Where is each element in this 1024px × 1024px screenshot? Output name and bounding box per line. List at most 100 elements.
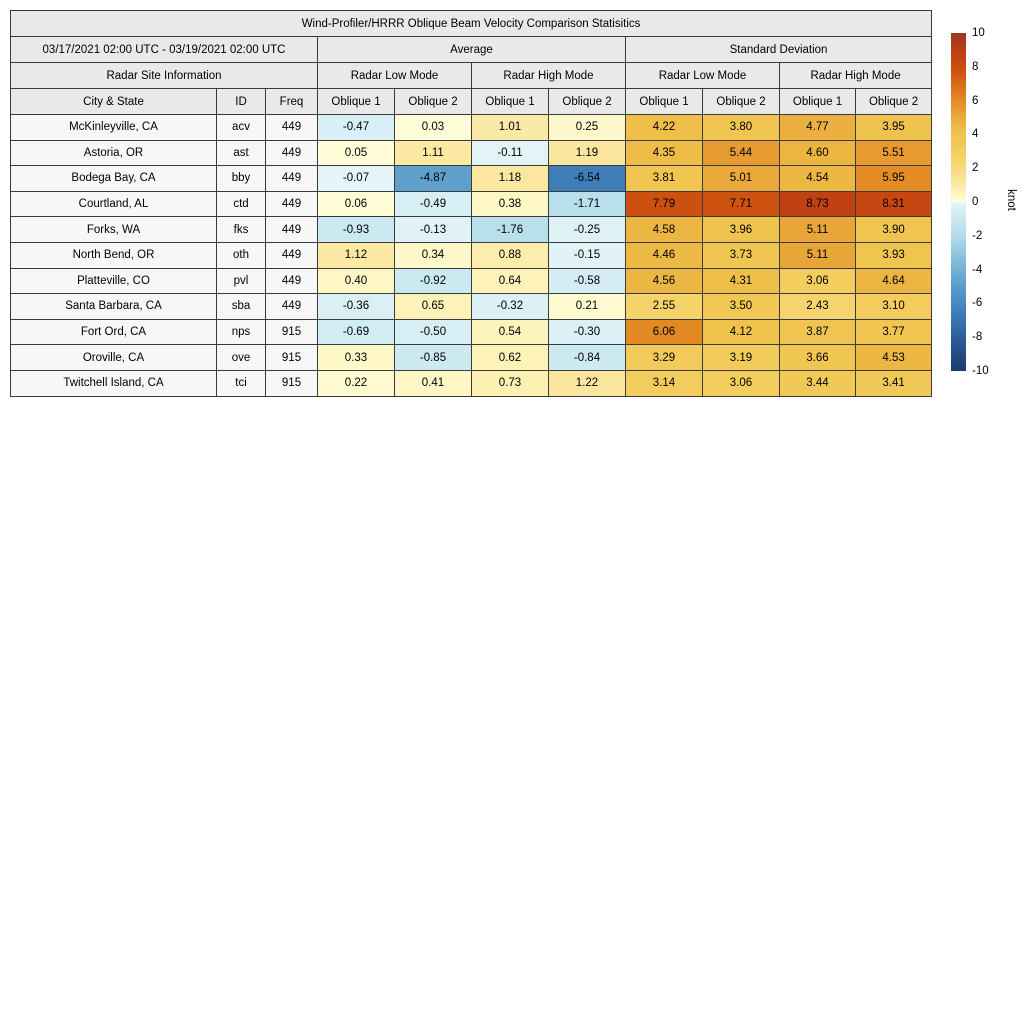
heatmap-value-cell: 4.54: [779, 165, 856, 192]
site-info-header: Radar Site Information: [10, 62, 318, 89]
table-row: North Bend, OR oth 449 1.12 0.34 0.88 -0.15 4.4…: [10, 241, 933, 269]
freq-cell: 915: [265, 344, 318, 371]
heatmap-value-cell: 4.12: [702, 318, 780, 346]
heatmap-value-cell: -0.92: [394, 267, 472, 295]
heatmap-value-cell: -0.15: [548, 241, 626, 269]
heatmap-value-cell: 4.64: [854, 267, 933, 295]
site-id-cell: tci: [216, 369, 266, 397]
heatmap-value-cell: 7.79: [625, 190, 703, 218]
freq-cell: 915: [265, 318, 318, 346]
heatmap-value-cell: 0.64: [471, 267, 549, 295]
heatmap-value-cell: -0.84: [548, 344, 626, 371]
city-state-cell: McKinleyville, CA: [10, 114, 217, 141]
heatmap-value-cell: -0.36: [317, 293, 395, 320]
heatmap-value-cell: -4.87: [394, 165, 472, 192]
heatmap-value-cell: 5.11: [779, 241, 856, 269]
colorbar: 10 8 6 4 2 0 -2 -4 -6 -8 -10 knot: [944, 27, 1024, 388]
heatmap-value-cell: 0.62: [471, 344, 549, 371]
heatmap-value-cell: 5.44: [702, 139, 780, 167]
city-state-cell: Fort Ord, CA: [10, 318, 217, 346]
freq-cell: 449: [265, 267, 318, 295]
city-state-cell: Courtland, AL: [10, 190, 217, 218]
comparison-table: Wind-Profiler/HRRR Oblique Beam Velocity…: [9, 10, 933, 397]
col-header-oblique1: Oblique 1: [779, 88, 856, 115]
heatmap-value-cell: 4.46: [625, 241, 703, 269]
heatmap-value-cell: 0.65: [394, 293, 472, 320]
table-body: McKinleyville, CA acv 449 -0.47 0.03 1.01 0.25…: [10, 114, 933, 397]
site-id-cell: fks: [216, 216, 266, 243]
avg-high-mode-header: Radar High Mode: [471, 62, 626, 89]
col-header-city-state: City & State: [10, 88, 217, 115]
site-id-cell: oth: [216, 241, 266, 269]
heatmap-value-cell: 3.14: [625, 369, 703, 397]
col-header-oblique1: Oblique 1: [471, 88, 549, 115]
heatmap-value-cell: -6.54: [548, 165, 626, 192]
table-row: Astoria, OR ast 449 0.05 1.11 -0.11 1.19 4.35 5.…: [10, 139, 933, 167]
heatmap-value-cell: 0.88: [471, 241, 549, 269]
city-state-cell: Oroville, CA: [10, 344, 217, 371]
heatmap-value-cell: 3.50: [702, 293, 780, 320]
heatmap-value-cell: -0.07: [317, 165, 395, 192]
colorbar-tick-label: -10: [972, 365, 989, 377]
heatmap-value-cell: 4.31: [702, 267, 780, 295]
heatmap-value-cell: -0.93: [317, 216, 395, 243]
heatmap-value-cell: 4.58: [625, 216, 703, 243]
heatmap-value-cell: 3.29: [625, 344, 703, 371]
colorbar-tick-label: -8: [972, 331, 983, 344]
heatmap-value-cell: 0.25: [548, 114, 626, 141]
site-id-cell: acv: [216, 114, 266, 141]
heatmap-value-cell: 1.12: [317, 241, 395, 269]
col-header-oblique1: Oblique 1: [317, 88, 395, 115]
heatmap-value-cell: 3.19: [702, 344, 780, 371]
colorbar-tick-label: 4: [972, 128, 979, 141]
heatmap-value-cell: 3.44: [779, 369, 856, 397]
group-header-stddev: Standard Deviation: [624, 36, 933, 63]
heatmap-value-cell: 0.03: [394, 114, 472, 141]
city-state-cell: Forks, WA: [10, 216, 217, 243]
colorbar-tick-label: 2: [972, 162, 979, 175]
heatmap-value-cell: 3.41: [854, 369, 933, 397]
heatmap-value-cell: -0.13: [394, 216, 472, 243]
colorbar-tick-label: -6: [972, 297, 983, 310]
heatmap-value-cell: 3.10: [854, 293, 933, 320]
heatmap-value-cell: 0.38: [471, 190, 549, 218]
heatmap-value-cell: 4.77: [779, 114, 856, 141]
site-id-cell: sba: [216, 293, 266, 320]
colorbar-unit-label: knot: [1004, 189, 1017, 211]
city-state-cell: Bodega Bay, CA: [10, 165, 217, 192]
heatmap-value-cell: 8.73: [779, 190, 856, 218]
table-row: Twitchell Island, CA tci 915 0.22 0.41 0.73 1.…: [10, 369, 933, 397]
table-row: Forks, WA fks 449 -0.93 -0.13 -1.76 -0.25 4.58 3…: [10, 216, 933, 243]
heatmap-value-cell: 0.34: [394, 241, 472, 269]
city-state-cell: North Bend, OR: [10, 241, 217, 269]
table-row: Santa Barbara, CA sba 449 -0.36 0.65 -0.32 0.2…: [10, 293, 933, 320]
heatmap-value-cell: 0.40: [317, 267, 395, 295]
heatmap-value-cell: 7.71: [702, 190, 780, 218]
heatmap-value-cell: 3.80: [702, 114, 780, 141]
col-header-oblique2: Oblique 2: [548, 88, 626, 115]
std-high-mode-header: Radar High Mode: [778, 62, 933, 89]
freq-cell: 449: [265, 114, 318, 141]
heatmap-value-cell: 5.51: [854, 139, 933, 167]
heatmap-value-cell: -1.76: [471, 216, 549, 243]
heatmap-value-cell: -0.85: [394, 344, 472, 371]
date-range: 03/17/2021 02:00 UTC - 03/19/2021 02:00 …: [10, 36, 318, 63]
table-row: McKinleyville, CA acv 449 -0.47 0.03 1.01 0.25…: [10, 114, 933, 141]
heatmap-value-cell: -0.25: [548, 216, 626, 243]
heatmap-value-cell: 0.05: [317, 139, 395, 167]
heatmap-value-cell: 0.22: [317, 369, 395, 397]
colorbar-tick-label: 0: [972, 196, 979, 208]
heatmap-value-cell: 3.77: [854, 318, 933, 346]
heatmap-value-cell: 4.22: [625, 114, 703, 141]
col-header-oblique1: Oblique 1: [625, 88, 703, 115]
heatmap-value-cell: -0.32: [471, 293, 549, 320]
heatmap-value-cell: -0.30: [548, 318, 626, 346]
site-id-cell: ove: [216, 344, 266, 371]
heatmap-value-cell: 2.55: [625, 293, 703, 320]
city-state-cell: Astoria, OR: [10, 139, 217, 167]
freq-cell: 449: [265, 241, 318, 269]
heatmap-value-cell: -1.71: [548, 190, 626, 218]
group-header-average: Average: [317, 36, 626, 63]
heatmap-value-cell: 3.90: [854, 216, 933, 243]
